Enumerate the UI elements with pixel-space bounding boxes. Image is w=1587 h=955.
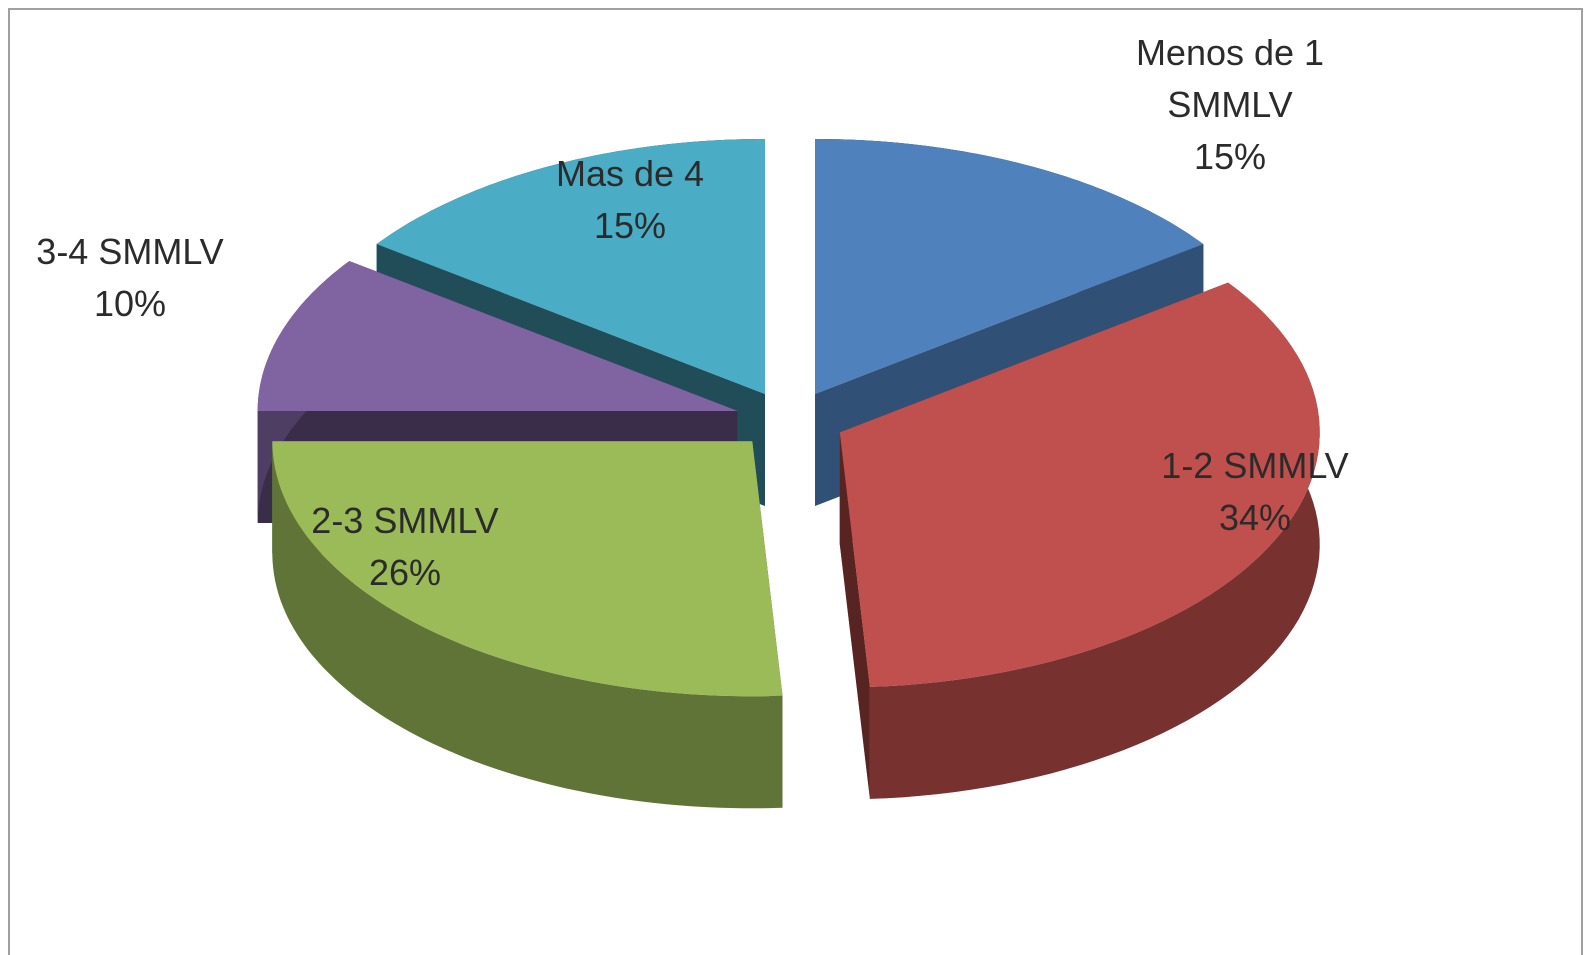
data-label: Mas de 4 15% [510, 148, 750, 252]
label-value: 26% [368, 552, 442, 593]
label-value: 10% [93, 283, 167, 324]
data-label: 2-3 SMMLV 26% [275, 495, 535, 599]
data-label: Menos de 1 SMMLV 15% [1110, 27, 1350, 183]
label-value: 15% [1193, 136, 1267, 177]
slice-side-shade [869, 282, 1320, 799]
label-value: 34% [1218, 497, 1292, 538]
label-category: 1-2 SMMLV [1161, 445, 1349, 486]
label-category: Menos de 1 SMMLV [1135, 32, 1325, 125]
label-category: 3-4 SMMLV [36, 231, 224, 272]
slice-side [272, 441, 783, 809]
data-label: 1-2 SMMLV 34% [1125, 440, 1385, 544]
slice [376, 139, 765, 394]
slice [257, 261, 738, 411]
slice-side-shade [839, 432, 870, 799]
label-value: 15% [593, 205, 667, 246]
label-category: Mas de 4 [555, 153, 705, 194]
chart-frame [8, 8, 1583, 955]
slice-side [869, 282, 1320, 799]
slice [272, 441, 783, 697]
data-label: 3-4 SMMLV 10% [0, 226, 260, 330]
slice-side-shade [272, 441, 783, 809]
slice [839, 282, 1320, 687]
label-category: 2-3 SMMLV [311, 500, 499, 541]
slice [815, 139, 1204, 394]
